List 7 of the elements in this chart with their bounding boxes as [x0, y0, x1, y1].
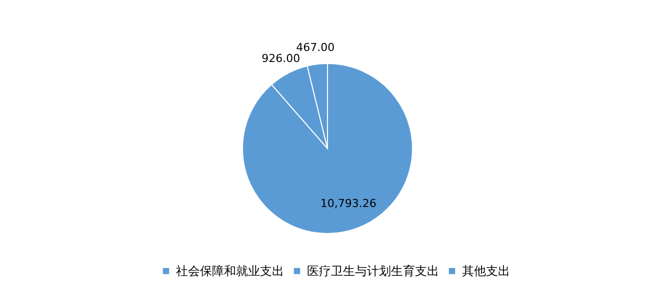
- data-label: 926.00: [262, 52, 300, 65]
- legend-label: 其他支出: [462, 264, 510, 278]
- data-label: 467.00: [296, 41, 335, 54]
- data-label: 10,793.26: [320, 197, 376, 210]
- legend-label: 医疗卫生与计划生育支出: [307, 264, 439, 278]
- legend-label: 社会保障和就业支出: [176, 264, 284, 278]
- pie-slice: [242, 63, 413, 234]
